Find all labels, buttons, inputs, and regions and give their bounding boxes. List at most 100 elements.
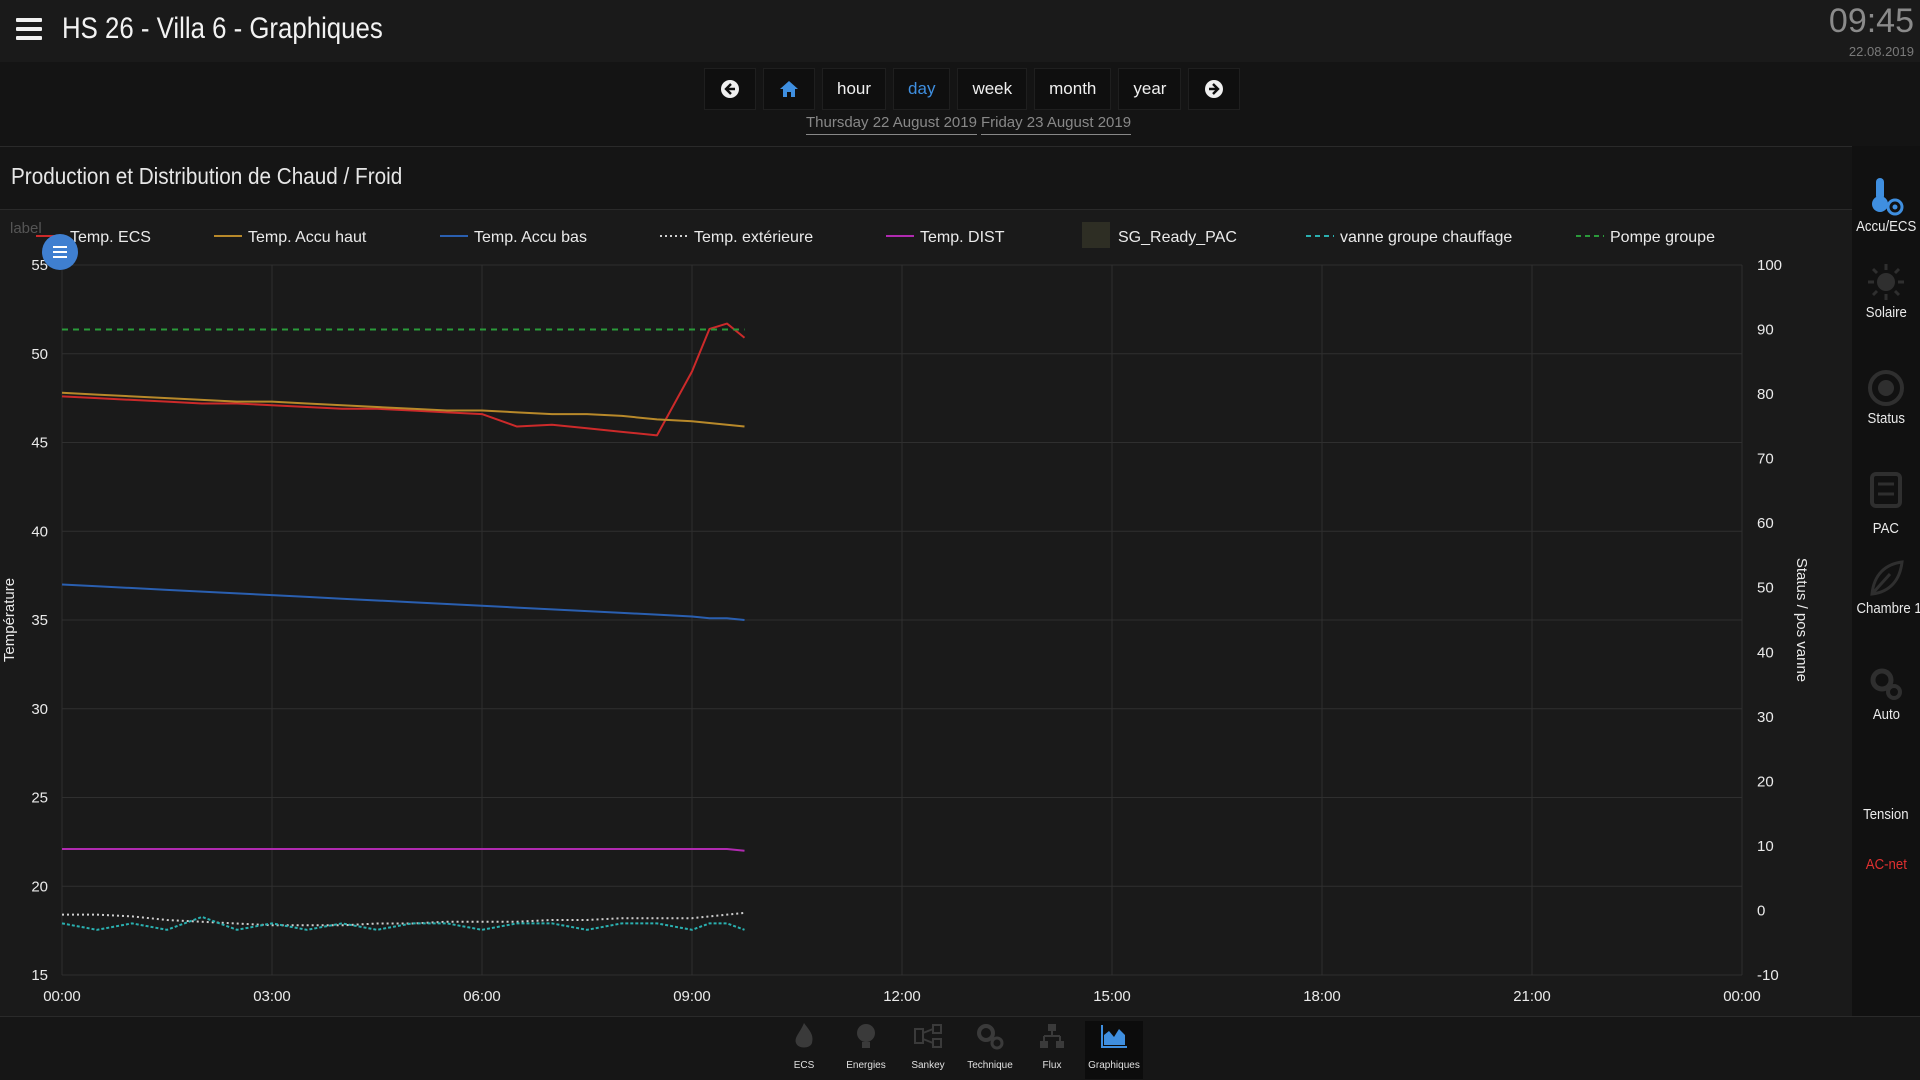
date-start[interactable]: Thursday 22 August 2019 (806, 114, 977, 135)
footer-item-energies[interactable]: Energies (837, 1021, 895, 1079)
time-range-nav: hour day week month year (704, 68, 1241, 110)
flame-icon (775, 1021, 833, 1055)
sidebar-label: Auto (1872, 706, 1900, 723)
network-icon (1852, 834, 1920, 856)
x-tick-label: 00:00 (1723, 988, 1761, 1005)
area-chart-icon (1085, 1021, 1143, 1055)
sidebar-item-status[interactable]: Status (1852, 366, 1920, 428)
y-left-tick-label: 15 (31, 967, 48, 984)
plug-icon (1852, 762, 1920, 806)
sidebar-item-accu-ecs[interactable]: Accu/ECS (1852, 174, 1920, 236)
x-tick-label: 12:00 (883, 988, 921, 1005)
clock-time: 09:45 (1828, 2, 1914, 40)
legend-label: Temp. ECS (70, 229, 151, 246)
footer-label: Energies (846, 1060, 886, 1071)
sankey-icon (899, 1021, 957, 1055)
footer-label: Technique (967, 1060, 1013, 1071)
legend-label: Temp. Accu bas (474, 229, 587, 246)
y-right-tick-label: 50 (1757, 580, 1774, 597)
y-left-tick-label: 30 (31, 701, 48, 718)
sidebar-label: AC-net (1865, 856, 1907, 873)
range-year-button[interactable]: year (1118, 68, 1182, 110)
range-week-button[interactable]: week (957, 68, 1028, 110)
y-right-tick-label: 0 (1757, 902, 1765, 919)
footer-label: ECS (793, 1060, 815, 1071)
sidebar-label: Tension (1863, 806, 1909, 823)
date-range: Thursday 22 August 2019 Friday 23 August… (806, 114, 1132, 135)
sidebar-item-auto[interactable]: Auto (1852, 662, 1920, 724)
sidebar-item-ac-net[interactable]: AC-net (1852, 834, 1920, 874)
sidebar-label: Status (1867, 410, 1905, 427)
y-right-tick-label: 100 (1757, 257, 1782, 274)
y-right-tick-label: 20 (1757, 773, 1774, 790)
series-line[interactable] (61, 583, 745, 621)
legend-label: vanne groupe chauffage (1340, 229, 1512, 246)
series-line[interactable] (62, 847, 745, 852)
footer-item-ecs[interactable]: ECS (775, 1021, 833, 1079)
x-tick-label: 09:00 (673, 988, 711, 1005)
sidebar-label: PAC (1872, 520, 1900, 537)
right-sidebar: Accu/ECS Solaire Status PAC Chambre 1 Au… (1852, 146, 1920, 1016)
arrow-left-icon[interactable] (704, 68, 756, 110)
y-left-tick-label: 50 (31, 346, 48, 363)
date-end[interactable]: Friday 23 August 2019 (980, 114, 1132, 135)
hamburger-menu-icon[interactable] (16, 18, 42, 40)
y-right-axis-title: Status / pos vanne (1793, 558, 1810, 682)
range-month-button[interactable]: month (1034, 68, 1112, 110)
chart-background (0, 210, 1852, 1016)
series-line[interactable] (61, 391, 745, 428)
y-right-tick-label: 40 (1757, 644, 1774, 661)
arrow-right-icon[interactable] (1188, 68, 1241, 110)
footer-item-graphiques[interactable]: Graphiques (1085, 1021, 1143, 1079)
sidebar-label: Solaire (1865, 304, 1907, 321)
footer-item-flux[interactable]: Flux (1023, 1021, 1081, 1079)
x-tick-label: 00:00 (43, 988, 81, 1005)
x-tick-label: 18:00 (1303, 988, 1341, 1005)
y-left-tick-label: 40 (31, 523, 48, 540)
range-hour-button[interactable]: hour (822, 68, 887, 110)
footer-item-sankey[interactable]: Sankey (899, 1021, 957, 1079)
y-left-tick-label: 45 (31, 435, 48, 452)
legend-swatch[interactable] (1082, 222, 1110, 248)
y-right-tick-label: 80 (1757, 386, 1774, 403)
chart-panel-header: Production et Distribution de Chaud / Fr… (0, 146, 1852, 210)
chart-panel-title: Production et Distribution de Chaud / Fr… (11, 163, 403, 189)
series-line[interactable] (61, 915, 745, 931)
x-tick-label: 15:00 (1093, 988, 1131, 1005)
thermometer-gear-icon (1852, 174, 1920, 218)
y-left-axis-title: Température (1, 578, 18, 662)
top-bar: HS 26 - Villa 6 - Graphiques 09:45 22.08… (0, 0, 1920, 62)
y-right-tick-label: 70 (1757, 451, 1774, 468)
bottom-nav: ECS Energies Sankey Technique Flux Graph… (0, 1016, 1920, 1080)
footer-item-technique[interactable]: Technique (961, 1021, 1019, 1079)
sidebar-item-tension[interactable]: Tension (1852, 762, 1920, 824)
y-right-tick-label: -10 (1757, 967, 1779, 984)
y-right-tick-label: 90 (1757, 322, 1774, 339)
y-left-tick-label: 55 (31, 257, 48, 274)
footer-label: Sankey (911, 1060, 945, 1071)
legend-label: SG_Ready_PAC (1118, 229, 1237, 246)
x-tick-label: 03:00 (253, 988, 291, 1005)
sidebar-item-solaire[interactable]: Solaire (1852, 260, 1920, 322)
legend-toggle-label: label (10, 220, 42, 237)
clock-date: 22.08.2019 (1848, 44, 1914, 59)
y-right-tick-label: 30 (1757, 709, 1774, 726)
sidebar-label: Chambre 1 (1856, 600, 1920, 617)
leaf-icon (1852, 556, 1920, 600)
home-icon[interactable] (763, 68, 815, 110)
series-line[interactable] (61, 322, 746, 437)
legend-label: Temp. Accu haut (248, 229, 367, 246)
line-chart[interactable]: 00:00 03:00 06:00 09:00 12:00 15:00 18:00 21:00… (0, 210, 1852, 1016)
x-tick-label: 21:00 (1513, 988, 1551, 1005)
sidebar-label: Accu/ECS (1856, 218, 1917, 235)
legend-label: Pompe groupe (1610, 229, 1715, 246)
sidebar-item-pac[interactable]: PAC (1852, 468, 1920, 538)
legend-label: Temp. extérieure (694, 229, 813, 246)
sidebar-item-chambre-1[interactable]: Chambre 1 (1852, 556, 1920, 618)
gauge-icon (1852, 366, 1920, 410)
range-day-button[interactable]: day (893, 68, 951, 110)
flow-icon (1023, 1021, 1081, 1055)
y-right-tick-label: 10 (1757, 838, 1774, 855)
heat-pump-icon (1852, 468, 1920, 512)
gears-icon (1852, 662, 1920, 706)
